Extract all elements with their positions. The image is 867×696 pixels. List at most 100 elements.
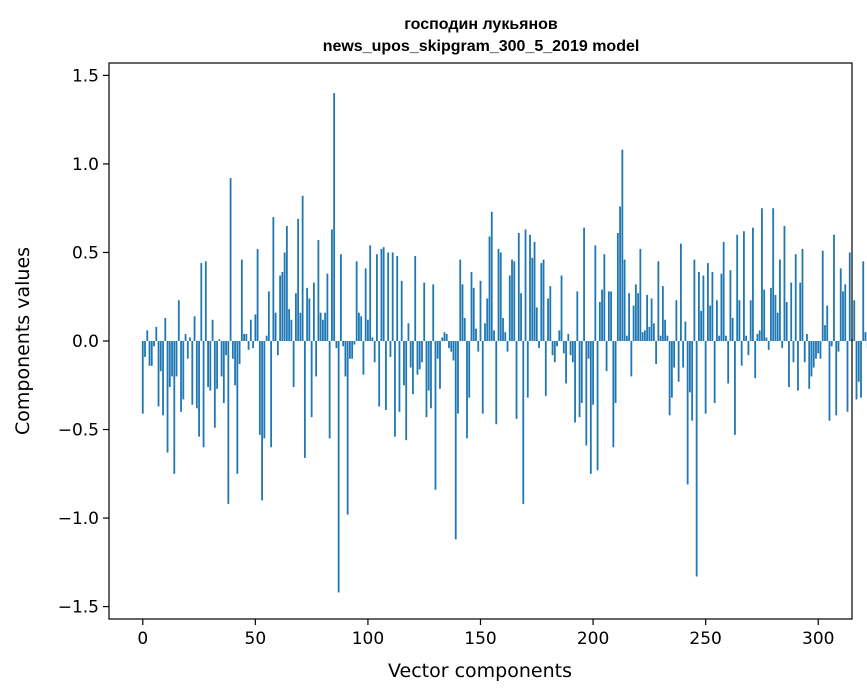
bar-113 — [396, 256, 399, 341]
bar-290 — [794, 254, 797, 341]
bar-156 — [493, 330, 495, 341]
bar-267 — [743, 231, 745, 341]
bar-66 — [290, 319, 293, 341]
bar-319 — [860, 341, 862, 398]
bar-42 — [236, 341, 239, 474]
bar-109 — [387, 252, 390, 341]
bar-207 — [607, 291, 610, 341]
bar-269 — [747, 341, 750, 356]
bar-169 — [522, 341, 525, 504]
bar-102 — [371, 337, 374, 341]
bar-43 — [238, 341, 241, 365]
bar-37 — [225, 341, 227, 356]
bar-18 — [182, 341, 185, 400]
bar-157 — [495, 341, 498, 425]
x-tick-label-250: 250 — [689, 629, 721, 649]
bar-241 — [684, 321, 687, 341]
bar-3 — [148, 341, 151, 366]
bar-137 — [450, 341, 453, 352]
bar-213 — [621, 149, 624, 341]
bar-100 — [367, 319, 369, 341]
bar-266 — [740, 341, 743, 366]
bar-251 — [707, 263, 709, 341]
bar-65 — [288, 309, 291, 341]
y-tick-label-0: −1.5 — [58, 598, 99, 618]
bar-121 — [414, 256, 417, 341]
bar-95 — [355, 261, 358, 341]
bar-22 — [191, 341, 194, 405]
x-tick-label-0: 0 — [137, 629, 148, 649]
bar-172 — [529, 234, 531, 341]
bar-183 — [553, 341, 556, 363]
bar-317 — [855, 341, 858, 400]
bar-101 — [369, 245, 372, 341]
bar-313 — [846, 341, 849, 412]
bar-227 — [652, 323, 655, 341]
bar-14 — [173, 341, 176, 474]
bar-297 — [810, 341, 813, 377]
bar-237 — [675, 300, 678, 341]
bar-292 — [799, 282, 802, 341]
bar-263 — [734, 341, 736, 435]
bar-125 — [423, 282, 426, 341]
bar-177 — [540, 263, 543, 341]
bar-131 — [436, 341, 439, 359]
bar-248 — [700, 310, 703, 341]
bar-55 — [265, 335, 268, 341]
bar-249 — [702, 275, 705, 341]
bar-280 — [772, 208, 775, 341]
bar-74 — [308, 298, 311, 341]
bar-278 — [767, 341, 770, 350]
bar-112 — [394, 341, 396, 437]
bar-54 — [263, 341, 266, 439]
bar-30 — [209, 341, 212, 391]
bar-140 — [457, 341, 459, 414]
bar-15 — [175, 341, 178, 377]
x-tick-label-200: 200 — [577, 629, 609, 649]
bar-162 — [506, 341, 509, 352]
bar-64 — [285, 225, 288, 341]
bar-279 — [770, 287, 772, 341]
bar-1 — [144, 341, 146, 357]
bar-230 — [659, 335, 662, 341]
chart-title-line-1: господин лукьянов — [404, 16, 558, 33]
bar-286 — [785, 302, 788, 341]
bar-25 — [198, 341, 200, 437]
bar-265 — [738, 300, 741, 341]
bar-174 — [533, 241, 536, 341]
bar-163 — [508, 275, 511, 341]
bar-171 — [526, 341, 529, 398]
bar-283 — [779, 259, 781, 341]
bar-123 — [418, 341, 421, 370]
bar-203 — [598, 302, 601, 341]
bar-158 — [497, 248, 500, 341]
bar-277 — [765, 337, 768, 341]
bar-2 — [146, 330, 149, 341]
bar-44 — [240, 259, 243, 341]
bar-52 — [258, 341, 261, 435]
bar-299 — [815, 341, 817, 359]
bar-205 — [603, 254, 606, 341]
bar-133 — [441, 337, 444, 341]
bar-193 — [576, 291, 579, 341]
bar-151 — [481, 341, 484, 414]
bar-260 — [727, 341, 730, 384]
bar-320 — [862, 261, 865, 341]
bar-223 — [643, 330, 646, 341]
bar-130 — [434, 341, 437, 490]
bar-238 — [677, 341, 680, 382]
bar-20 — [186, 341, 189, 359]
bar-302 — [821, 250, 824, 341]
bar-134 — [443, 332, 446, 341]
bar-301 — [819, 341, 822, 359]
bar-206 — [605, 341, 608, 372]
bar-33 — [216, 341, 218, 389]
bar-6 — [155, 326, 158, 341]
bar-182 — [551, 341, 554, 356]
y-axis-ticks: −1.5 −1.0 −0.5 0.0 0.5 1.0 1.5 — [58, 66, 109, 618]
bar-255 — [716, 300, 718, 341]
y-tick-label-3: 0.0 — [72, 332, 99, 352]
bar-239 — [679, 243, 682, 341]
bar-4 — [150, 341, 153, 366]
bar-217 — [630, 341, 633, 377]
